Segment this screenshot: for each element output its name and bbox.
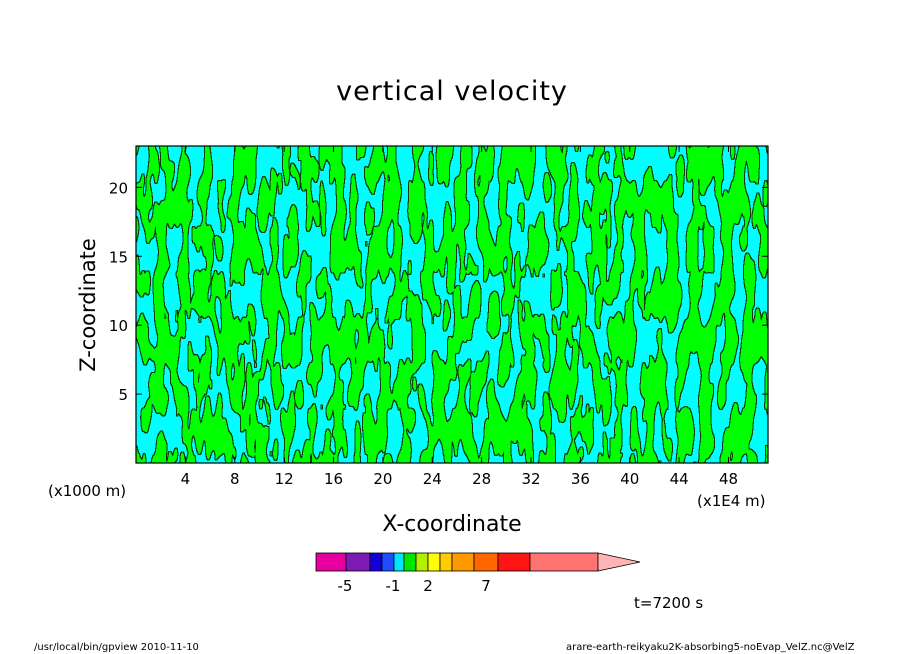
colorbar-swatch — [451, 552, 475, 572]
x-tick-label: 4 — [181, 470, 191, 488]
time-label: t=7200 s — [634, 594, 704, 612]
footer-left: /usr/local/bin/gpview 2010-11-10 — [34, 642, 199, 653]
colorbar-label: -5 — [338, 577, 353, 595]
colorbar-swatch — [439, 552, 453, 572]
colorbar-swatch — [381, 552, 395, 572]
x-axis-unit: (x1E4 m) — [697, 492, 766, 510]
colorbar-swatch — [345, 552, 371, 572]
contour-blobs — [136, 146, 768, 463]
y-axis-label: Z-coordinate — [76, 238, 100, 372]
x-tick-label: 24 — [423, 470, 442, 488]
y-tick-label: 5 — [118, 386, 128, 404]
x-tick-label: 44 — [670, 470, 689, 488]
x-tick-label: 16 — [324, 470, 343, 488]
chart-title: vertical velocity — [336, 76, 568, 107]
footer-right: arare-earth-reikyaku2K-absorbing5-noEvap… — [566, 642, 855, 653]
x-tick-label: 36 — [571, 470, 590, 488]
x-tick-label: 20 — [373, 470, 392, 488]
y-tick-label: 20 — [109, 179, 128, 197]
colorbar-swatch — [415, 552, 429, 572]
axis-ticks — [136, 146, 768, 463]
x-tick-label: 48 — [719, 470, 738, 488]
x-tick-label: 8 — [230, 470, 240, 488]
colorbar-label: 7 — [481, 577, 491, 595]
colorbar: -5 -1 2 7 — [315, 552, 641, 595]
x-tick-label: 12 — [275, 470, 294, 488]
colorbar-swatch — [427, 552, 441, 572]
x-tick-label: 32 — [521, 470, 540, 488]
x-axis-label: X-coordinate — [382, 512, 522, 537]
colorbar-label: 2 — [423, 577, 433, 595]
x-tick-label: 40 — [620, 470, 639, 488]
y-tick-label: 15 — [109, 248, 128, 266]
colorbar-swatch — [393, 552, 405, 572]
contour-field — [136, 146, 768, 463]
colorbar-swatch — [403, 552, 417, 572]
colorbar-swatch — [369, 552, 383, 572]
colorbar-swatch — [497, 552, 531, 572]
plot-frame — [135, 145, 769, 464]
x-tick-label: 28 — [472, 470, 491, 488]
y-tick-label: 10 — [109, 317, 128, 335]
y-axis-unit: (x1000 m) — [48, 482, 127, 500]
colorbar-swatch — [315, 552, 347, 572]
colorbar-label: -1 — [386, 577, 401, 595]
colorbar-swatch — [473, 552, 499, 572]
colorbar-swatch — [529, 552, 599, 572]
colorbar-arrow — [597, 552, 641, 572]
